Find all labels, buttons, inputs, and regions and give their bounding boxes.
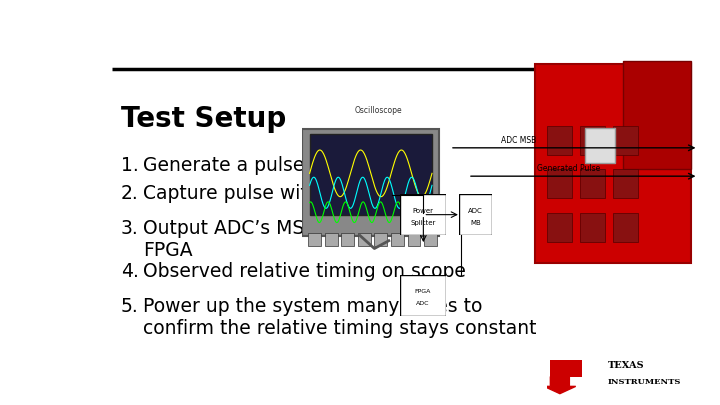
Bar <box>424 233 437 246</box>
Bar <box>391 233 404 246</box>
Bar <box>613 126 638 155</box>
Bar <box>308 233 321 246</box>
Bar <box>580 126 606 155</box>
Bar <box>580 213 606 242</box>
Text: Power up the system many times to
confirm the relative timing stays constant: Power up the system many times to confir… <box>143 296 536 337</box>
Text: MB: MB <box>470 220 481 226</box>
Bar <box>580 169 606 198</box>
Bar <box>374 233 387 246</box>
Text: ADC: ADC <box>468 208 483 213</box>
Text: ADC MSB: ADC MSB <box>501 136 536 145</box>
Text: Test Setup: Test Setup <box>121 105 286 133</box>
Bar <box>341 233 354 246</box>
Bar <box>623 62 690 169</box>
Text: FPGA: FPGA <box>415 289 431 294</box>
Text: Oscilloscope: Oscilloscope <box>354 107 402 115</box>
Text: 5.: 5. <box>121 296 138 315</box>
Bar <box>302 129 439 236</box>
Text: 1.: 1. <box>121 156 138 175</box>
Text: INSTRUMENTS: INSTRUMENTS <box>608 379 681 386</box>
Bar <box>325 233 338 246</box>
Text: 3.: 3. <box>121 219 138 238</box>
Bar <box>358 233 371 246</box>
Text: ADC: ADC <box>416 301 430 306</box>
Text: Output ADC’s MSB from
FPGA: Output ADC’s MSB from FPGA <box>143 219 367 260</box>
Text: Capture pulse with ADC: Capture pulse with ADC <box>143 184 366 203</box>
Text: 4.: 4. <box>121 262 138 281</box>
Bar <box>547 213 572 242</box>
Text: Generated Pulse: Generated Pulse <box>537 164 600 173</box>
FancyArrow shape <box>544 377 576 394</box>
Bar <box>547 126 572 155</box>
Text: Splitter: Splitter <box>410 220 436 226</box>
Bar <box>534 64 690 262</box>
Bar <box>310 134 432 215</box>
Bar <box>613 169 638 198</box>
Bar <box>408 233 420 246</box>
Bar <box>550 360 582 377</box>
Text: Generate a pulse with FPGA: Generate a pulse with FPGA <box>143 156 406 175</box>
Text: Observed relative timing on scope: Observed relative timing on scope <box>143 262 466 281</box>
Text: Power: Power <box>413 208 433 213</box>
Bar <box>547 169 572 198</box>
Text: TEXAS: TEXAS <box>608 361 644 371</box>
Text: 2.: 2. <box>121 184 138 203</box>
Bar <box>613 213 638 242</box>
Bar <box>585 128 615 164</box>
